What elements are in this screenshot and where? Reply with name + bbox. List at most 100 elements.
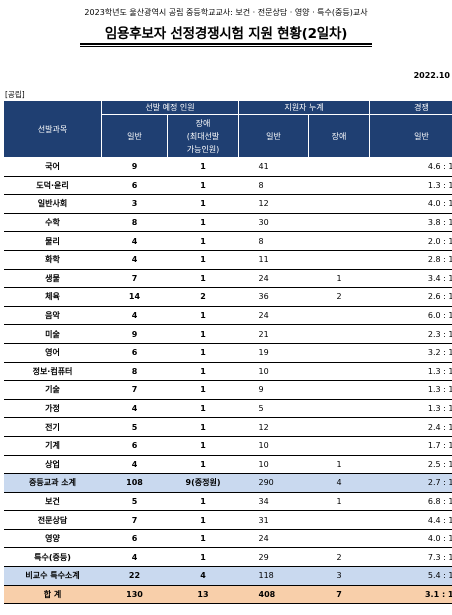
- row-applicants-general: 12: [238, 194, 309, 214]
- table-row: 중등교과 소계 108 9(중정원) 290 4 2.7 : 1: [3, 473, 452, 493]
- row-planned-disabled: 9(중정원): [167, 473, 239, 493]
- row-planned-disabled: 1: [167, 305, 239, 326]
- row-applicants-disabled: [308, 231, 370, 251]
- row-applicants-general: 5: [238, 398, 309, 419]
- row-subject: 기계: [3, 435, 102, 456]
- row-subject: 일반사회: [3, 194, 102, 214]
- header-planned-disabled: 장애 (최대선발 가능인원): [167, 114, 239, 158]
- row-planned-general: 6: [101, 528, 168, 549]
- row-applicants-disabled: [308, 398, 370, 419]
- table-row: 특수(중등) 4 1 29 2 7.3 : 1: [3, 547, 452, 568]
- row-applicants-general: 24: [238, 268, 309, 289]
- document-title: 임용후보자 선정경쟁시험 지원 현황(2일차): [104, 26, 348, 42]
- row-applicants-general: 41: [238, 157, 309, 177]
- row-planned-general: 108: [101, 473, 168, 493]
- row-applicants-general: 10: [238, 454, 309, 475]
- row-applicants-disabled: 1: [308, 491, 370, 512]
- row-applicants-general: 19: [238, 342, 309, 363]
- row-planned-general: 5: [101, 491, 168, 512]
- row-applicants-disabled: 2: [308, 547, 370, 568]
- row-applicants-disabled: [308, 249, 370, 270]
- row-planned-disabled: 1: [167, 157, 239, 177]
- row-planned-disabled: 1: [167, 212, 239, 233]
- table-row: 물리 4 1 8 2.0 : 1: [3, 231, 452, 251]
- row-planned-disabled: 1: [167, 231, 239, 251]
- row-planned-disabled: 1: [167, 175, 239, 196]
- row-planned-general: 14: [101, 287, 168, 307]
- table-row: 수학 8 1 30 3.8 : 1: [3, 212, 452, 233]
- row-subject: 미술: [3, 324, 102, 344]
- row-planned-general: 4: [101, 249, 168, 270]
- row-applicants-disabled: [308, 342, 370, 363]
- row-planned-general: 4: [101, 454, 168, 475]
- table-row: 생물 7 1 24 1 3.4 : 1: [3, 268, 452, 289]
- row-applicants-disabled: 3: [308, 566, 370, 586]
- table-row: 기술 7 1 9 1.3 : 1: [3, 380, 452, 400]
- row-applicants-disabled: [308, 380, 370, 400]
- row-subject: 국어: [3, 157, 102, 177]
- row-planned-disabled: 1: [167, 361, 239, 382]
- row-planned-disabled: 1: [167, 528, 239, 549]
- table-row: 일반사회 3 1 12 4.0 : 1: [3, 194, 452, 214]
- row-applicants-disabled: [308, 528, 370, 549]
- row-planned-disabled: 2: [167, 287, 239, 307]
- row-planned-disabled: 1: [167, 249, 239, 270]
- row-ratio: 4.6 : 1: [369, 157, 452, 177]
- row-planned-disabled: 1: [167, 398, 239, 419]
- row-planned-disabled: 13: [167, 584, 239, 605]
- row-planned-general: 4: [101, 398, 168, 419]
- row-planned-general: 7: [101, 268, 168, 289]
- row-applicants-general: 8: [238, 175, 309, 196]
- category-tag: [공립]: [5, 90, 25, 99]
- row-planned-disabled: 1: [167, 324, 239, 344]
- row-subject: 물리: [3, 231, 102, 251]
- row-applicants-disabled: [308, 194, 370, 214]
- row-ratio: 3.1 : 1: [369, 584, 452, 605]
- row-subject: 전문상담: [3, 510, 102, 530]
- row-planned-general: 5: [101, 417, 168, 437]
- row-applicants-general: 24: [238, 305, 309, 326]
- header-applicants-general: 일반: [238, 114, 309, 158]
- row-applicants-disabled: 1: [308, 268, 370, 289]
- row-applicants-disabled: 4: [308, 473, 370, 493]
- row-applicants-general: 8: [238, 231, 309, 251]
- row-ratio: 1.7 : 1: [369, 435, 452, 456]
- row-ratio: 3.8 : 1: [369, 212, 452, 233]
- table-row: 상업 4 1 10 1 2.5 : 1: [3, 454, 452, 475]
- title-underline: [80, 43, 372, 45]
- row-ratio: 4.0 : 1: [369, 528, 452, 549]
- row-applicants-disabled: [308, 510, 370, 530]
- header-ratio-group: 경쟁: [369, 100, 452, 115]
- applicant-status-table: 선발과목 선발 예정 인원 지원자 누계 경쟁 일반 장애 (최대선발 가능인원…: [3, 100, 452, 605]
- row-applicants-disabled: [308, 417, 370, 437]
- table-row: 정보·컴퓨터 8 1 10 1.3 : 1: [3, 361, 452, 382]
- row-planned-general: 4: [101, 547, 168, 568]
- row-ratio: 2.4 : 1: [369, 417, 452, 437]
- row-subject: 특수(중등): [3, 547, 102, 568]
- row-applicants-general: 10: [238, 361, 309, 382]
- row-applicants-disabled: [308, 324, 370, 344]
- row-planned-general: 3: [101, 194, 168, 214]
- row-planned-disabled: 1: [167, 454, 239, 475]
- row-planned-general: 6: [101, 175, 168, 196]
- table-row: 도덕·윤리 6 1 8 1.3 : 1: [3, 175, 452, 196]
- table-row: 화학 4 1 11 2.8 : 1: [3, 249, 452, 270]
- row-subject: 정보·컴퓨터: [3, 361, 102, 382]
- table-row: 비교수 특수소계 22 4 118 3 5.4 : 1: [3, 566, 452, 586]
- row-planned-general: 4: [101, 231, 168, 251]
- row-subject: 보건: [3, 491, 102, 512]
- row-applicants-general: 34: [238, 491, 309, 512]
- row-planned-disabled: 1: [167, 435, 239, 456]
- row-ratio: 2.8 : 1: [369, 249, 452, 270]
- row-planned-general: 8: [101, 212, 168, 233]
- table-row: 보건 5 1 34 1 6.8 : 1: [3, 491, 452, 512]
- row-ratio: 6.8 : 1: [369, 491, 452, 512]
- row-applicants-general: 24: [238, 528, 309, 549]
- row-applicants-general: 290: [238, 473, 309, 493]
- row-applicants-disabled: 7: [308, 584, 370, 605]
- row-subject: 체육: [3, 287, 102, 307]
- row-applicants-general: 31: [238, 510, 309, 530]
- row-applicants-disabled: [308, 212, 370, 233]
- table-row: 국어 9 1 41 4.6 : 1: [3, 157, 452, 177]
- row-ratio: 1.3 : 1: [369, 380, 452, 400]
